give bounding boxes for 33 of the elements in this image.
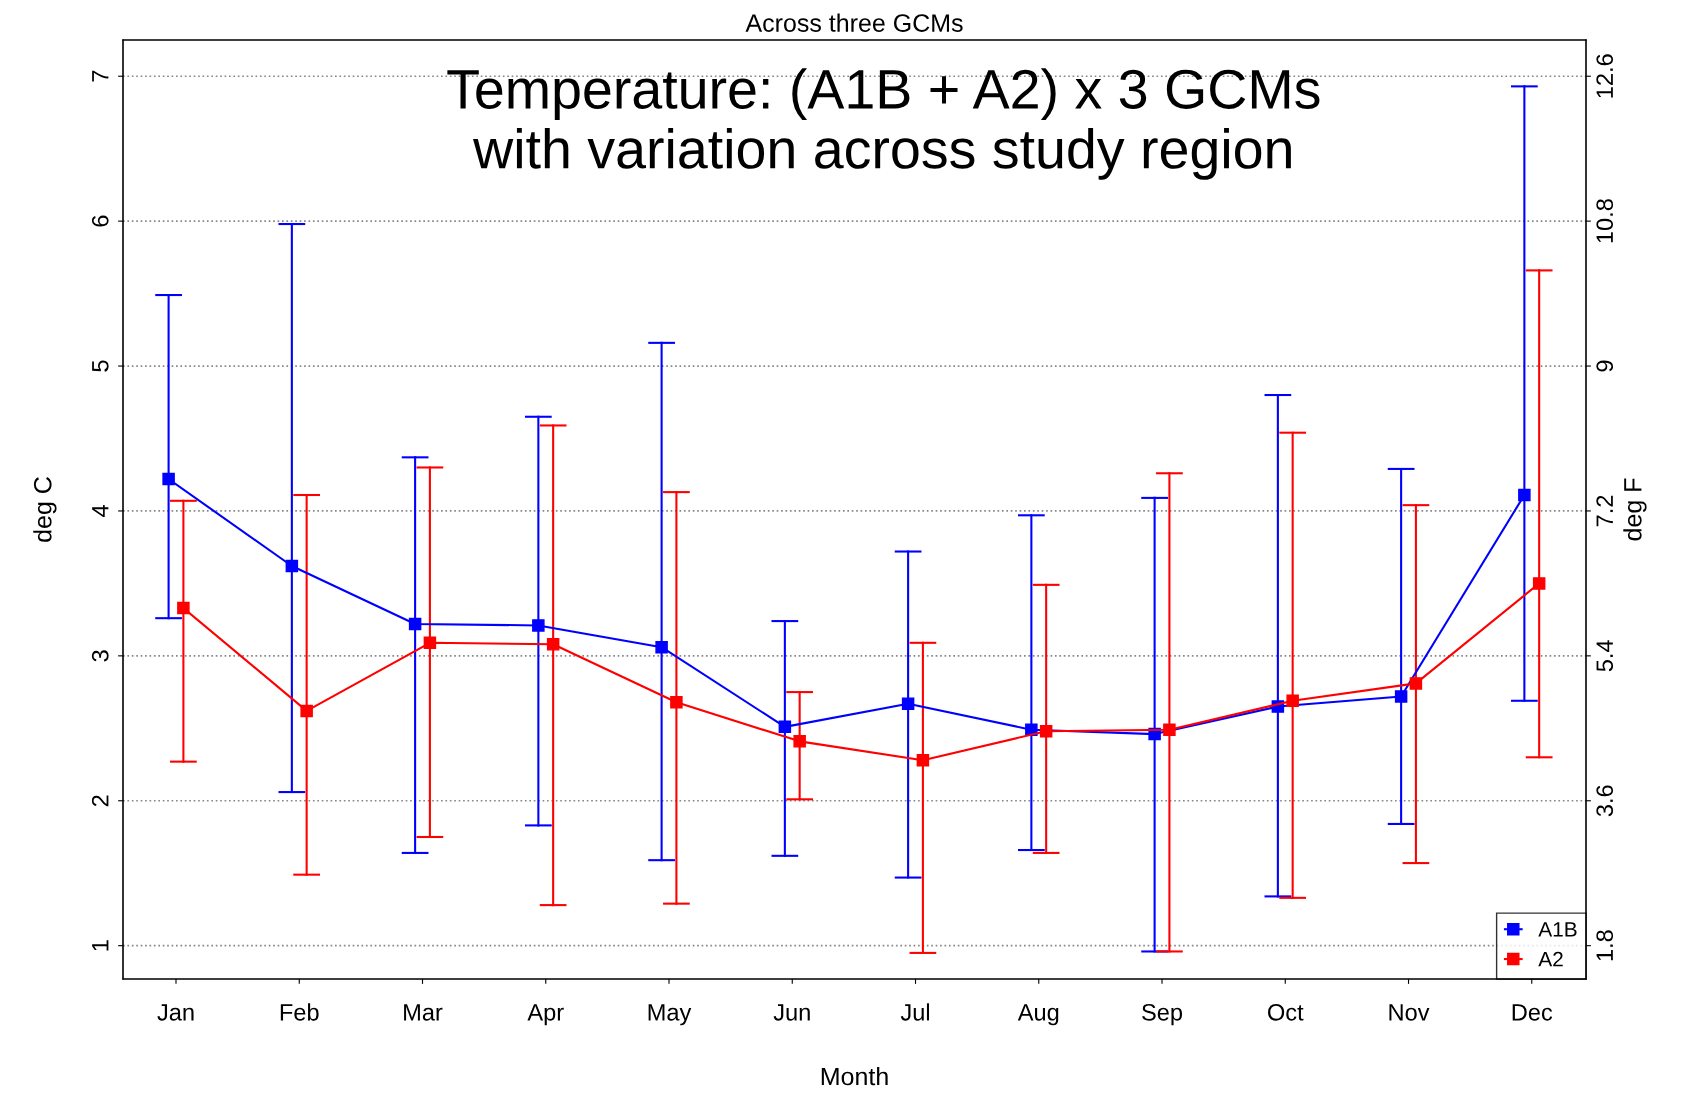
x-tick-label: Apr <box>527 1004 564 1026</box>
y2-axis-title: deg F <box>1623 478 1647 541</box>
x-tick-label: Sep <box>1142 1003 1183 1026</box>
x-tick-label: Jun <box>773 1004 810 1021</box>
legend-label: A1B <box>1538 922 1577 937</box>
y2-tick-label: 7.2 <box>1596 495 1613 527</box>
x-tick-label: Feb <box>280 1003 319 1021</box>
annotation: Temperature: (A1B + A2) x 3 GCMs with variation across study region <box>447 68 1320 180</box>
x-tick-label: Jul <box>900 1003 930 1021</box>
y-tick-label: 3 <box>91 650 109 662</box>
x-tick-label: May <box>648 1004 692 1026</box>
y2-tick-label: 5.4 <box>1596 640 1614 672</box>
x-tick-label: Nov <box>1389 1004 1430 1021</box>
y2-tick-label: 12.6 <box>1596 54 1614 98</box>
y-tick-label: 5 <box>92 360 109 372</box>
x-axis-title: Month <box>821 1066 888 1086</box>
y2-tick-label: 10.8 <box>1596 199 1614 243</box>
x-tick-label: Dec <box>1512 1004 1553 1021</box>
legend-label: A2 <box>1538 951 1563 967</box>
y2-tick-label: 1.8 <box>1596 930 1614 961</box>
y-tick-label: 4 <box>92 505 109 517</box>
y2-tick-label: 9 <box>1596 360 1614 372</box>
x-tick-label: Mar <box>404 1004 443 1021</box>
y2-tick-label: 3.6 <box>1596 785 1614 817</box>
y-tick-label: 6 <box>91 215 109 227</box>
chart-title: Across three GCMs <box>745 13 963 32</box>
y-tick-label: 7 <box>92 70 109 82</box>
y-tick-label: 2 <box>91 795 109 807</box>
x-tick-label: Aug <box>1017 1004 1059 1026</box>
x-tick-label: Oct <box>1268 1003 1304 1021</box>
y-tick-label: 1 <box>92 940 109 951</box>
y-axis-title: deg C <box>33 477 57 542</box>
x-tick-label: Jan <box>157 1004 194 1021</box>
